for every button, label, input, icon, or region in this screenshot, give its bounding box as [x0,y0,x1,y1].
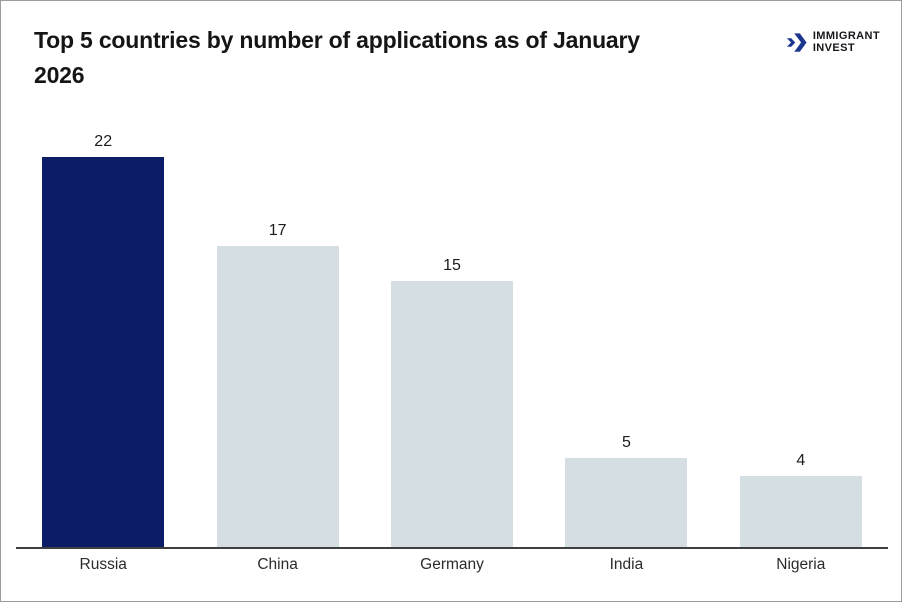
bar-value-label: 22 [94,133,113,150]
logo-line-invest: INVEST [812,41,855,54]
bar [216,246,339,547]
bar-column: 17 [190,1,364,547]
bar-value-label: 4 [796,452,806,469]
category-label: Germany [420,556,484,573]
bar [391,281,514,547]
category-label: China [257,556,298,573]
category-label: Nigeria [776,556,826,573]
logo-wordmark: IMMIGRANT INVEST [812,30,880,54]
immigrant-invest-logo: IMMIGRANT INVEST [786,30,880,54]
bar-column: 15 [365,1,539,547]
chart-title: Top 5 countries by number of application… [34,27,640,88]
bar [565,458,688,547]
bar-plot-area: 22 17 15 5 4 [16,1,888,547]
bar-value-label: 5 [621,434,631,451]
bar-column: 22 [16,1,190,547]
bar-value-label: 15 [443,257,461,274]
x-axis-labels: Russia China Germany India Nigeria [16,556,888,574]
double-chevron-right-icon [786,33,807,52]
bar-value-label: 17 [268,222,287,239]
bar-column: 4 [714,1,888,547]
bar [739,476,862,547]
bar [42,157,165,547]
category-label: Russia [79,556,127,573]
category-label: India [609,556,644,573]
x-axis-line [16,547,888,549]
bar-column: 5 [539,1,713,547]
logo-line-immigrant: IMMIGRANT [812,30,880,42]
